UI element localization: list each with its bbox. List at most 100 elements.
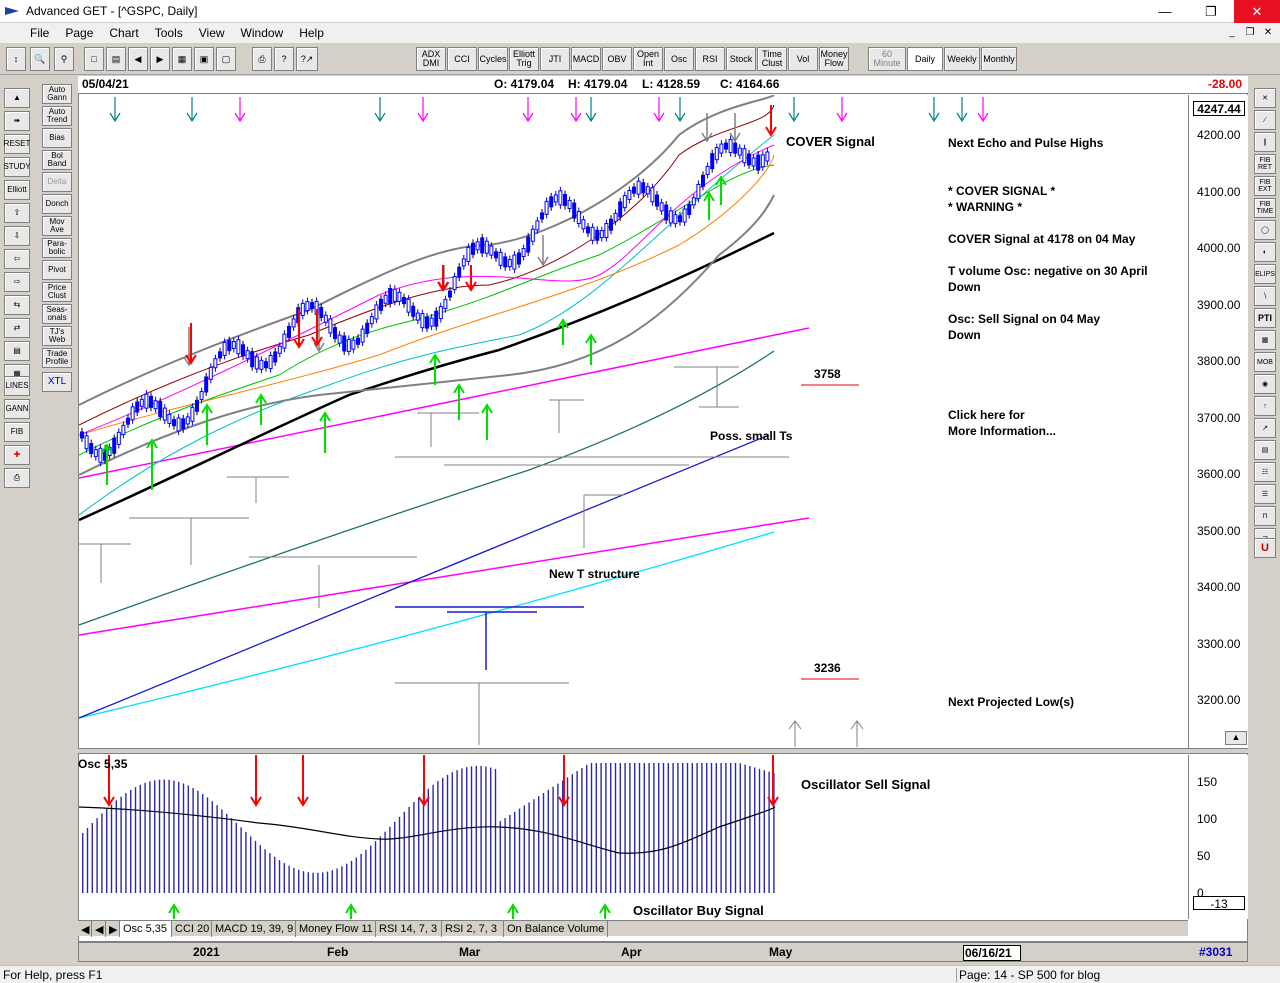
- bias-button[interactable]: Bias: [42, 128, 72, 148]
- reset-button[interactable]: RESET: [4, 134, 30, 154]
- arrow-left-icon[interactable]: ⇦: [4, 249, 30, 269]
- zoom-icon[interactable]: ⚲: [54, 47, 74, 71]
- select-tool-icon[interactable]: ▲: [4, 88, 30, 108]
- toolbar-rsi-button[interactable]: RSI: [695, 47, 725, 71]
- price-clust-button[interactable]: Price Clust: [42, 282, 72, 302]
- pane-divider[interactable]: [78, 748, 1248, 754]
- more-info-link[interactable]: Click here for More Information...: [948, 408, 1056, 438]
- toolbar-jti-button[interactable]: JTI: [540, 47, 570, 71]
- timeframe-monthly-button[interactable]: Monthly: [981, 47, 1017, 71]
- menu-tools[interactable]: Tools: [154, 26, 183, 40]
- tab-money-flow[interactable]: Money Flow 11: [296, 921, 376, 937]
- menu-file[interactable]: File: [30, 26, 50, 40]
- stack-tool-icon[interactable]: ☷: [1254, 462, 1276, 482]
- expand-icon[interactable]: ⇄: [4, 318, 30, 338]
- pivot-button[interactable]: Pivot: [42, 260, 72, 280]
- cursor-tool-icon[interactable]: ➠: [4, 111, 30, 131]
- pti-button[interactable]: PTI: [1254, 308, 1276, 328]
- open-icon[interactable]: ▤: [106, 47, 126, 71]
- menu-chart[interactable]: Chart: [109, 26, 139, 40]
- toolbar-open-int-button[interactable]: Open Int: [633, 47, 663, 71]
- xtl-button[interactable]: XTL: [42, 372, 72, 392]
- line-tool-icon[interactable]: ∕: [1254, 110, 1276, 130]
- pointer-tool-icon[interactable]: ↕: [6, 47, 26, 71]
- lines-button[interactable]: LINES: [4, 376, 30, 396]
- fib-circle-icon[interactable]: ◯: [1254, 220, 1276, 240]
- bol-band-button[interactable]: Bol Band: [42, 150, 72, 170]
- fib-time-button[interactable]: FIB TIME: [1254, 198, 1276, 218]
- tab-macd[interactable]: MACD 19, 39, 9: [212, 921, 296, 937]
- parabolic-button[interactable]: Para-bolic: [42, 238, 72, 258]
- toolbar-vol-button[interactable]: Vol: [788, 47, 818, 71]
- circle-tool-icon[interactable]: ◉: [1254, 374, 1276, 394]
- grid-icon[interactable]: ▣: [194, 47, 214, 71]
- toolbar-cycles-button[interactable]: Cycles: [478, 47, 508, 71]
- list-tool-icon[interactable]: ☰: [1254, 484, 1276, 504]
- scale-icon[interactable]: ▲: [1225, 731, 1247, 745]
- toolbar-osc-button[interactable]: Osc: [664, 47, 694, 71]
- bars-icon[interactable]: ▤: [4, 341, 30, 361]
- menu-help[interactable]: Help: [299, 26, 324, 40]
- window-icon[interactable]: ▢: [216, 47, 236, 71]
- tab-rsi-2[interactable]: RSI 2, 7, 3: [442, 921, 504, 937]
- menu-window[interactable]: Window: [240, 26, 284, 40]
- tab-osc[interactable]: Osc 5,35: [120, 921, 172, 937]
- tab-prev-icon[interactable]: ◀: [92, 921, 106, 937]
- mov-ave-button[interactable]: Mov Ave: [42, 216, 72, 236]
- mdi-minimize-button[interactable]: _: [1229, 27, 1235, 38]
- hat-tool-icon[interactable]: ⊓: [1254, 506, 1276, 526]
- donch-button[interactable]: Donch: [42, 194, 72, 214]
- forward-icon[interactable]: ▶: [150, 47, 170, 71]
- wedge-tool-icon[interactable]: ∖: [1254, 286, 1276, 306]
- menu-view[interactable]: View: [198, 26, 225, 40]
- toolbar-elliott-trig-button[interactable]: Elliott Trig: [509, 47, 539, 71]
- toolbar-stock-button[interactable]: Stock: [726, 47, 756, 71]
- tab-obv[interactable]: On Balance Volume: [504, 921, 608, 937]
- auto-trend-button[interactable]: Auto Trend: [42, 106, 72, 126]
- trade-profile-button[interactable]: Trade Profile: [42, 348, 72, 368]
- timeframe-60-minute-button[interactable]: 60 Minute: [868, 47, 906, 71]
- toolbar-obv-button[interactable]: OBV: [602, 47, 632, 71]
- tab-rsi-14[interactable]: RSI 14, 7, 3: [376, 921, 442, 937]
- close-tool-icon[interactable]: ✕: [1254, 88, 1276, 108]
- print-icon[interactable]: ⎙: [252, 47, 272, 71]
- close-button[interactable]: ✕: [1234, 0, 1280, 23]
- zoom-in-icon[interactable]: 🔍: [30, 47, 50, 71]
- arrow-down-icon[interactable]: ⇩: [4, 226, 30, 246]
- mdi-close-button[interactable]: ✕: [1263, 27, 1273, 38]
- seasonals-button[interactable]: Seas-onals: [42, 304, 72, 324]
- price-chart[interactable]: [79, 95, 1187, 748]
- channel-tool-icon[interactable]: ∥: [1254, 132, 1276, 152]
- new-icon[interactable]: □: [84, 47, 104, 71]
- back-icon[interactable]: ◀: [128, 47, 148, 71]
- magnet-icon[interactable]: U: [1254, 538, 1276, 558]
- tab-next-icon[interactable]: ▶: [106, 921, 120, 937]
- delta-button[interactable]: Delta: [42, 172, 72, 192]
- tjs-web-button[interactable]: TJ's Web: [42, 326, 72, 346]
- print-tool-icon[interactable]: ⎙: [4, 468, 30, 488]
- maximize-button[interactable]: ❐: [1205, 3, 1217, 19]
- bars-tool-icon[interactable]: ▤: [1254, 440, 1276, 460]
- timeframe-weekly-button[interactable]: Weekly: [944, 47, 980, 71]
- up-arrow-tool-icon[interactable]: ↑: [1254, 396, 1276, 416]
- arrow-right-icon[interactable]: ⇨: [4, 272, 30, 292]
- minimize-button[interactable]: —: [1158, 4, 1172, 19]
- arrow-up-icon[interactable]: ⇧: [4, 203, 30, 223]
- toolbar-cci-button[interactable]: CCI: [447, 47, 477, 71]
- timeframe-daily-button[interactable]: Daily: [907, 47, 943, 71]
- auto-gann-button[interactable]: Auto Gann: [42, 84, 72, 104]
- context-help-icon[interactable]: ?↗: [296, 47, 318, 71]
- tab-cci[interactable]: CCI 20: [172, 921, 212, 937]
- layout-icon[interactable]: ▦: [172, 47, 192, 71]
- compress-icon[interactable]: ⇆: [4, 295, 30, 315]
- ellipse-button[interactable]: ELIPS: [1254, 264, 1276, 284]
- trend-tool-icon[interactable]: ↗: [1254, 418, 1276, 438]
- crosshair-icon[interactable]: ✚: [4, 445, 30, 465]
- oscillator-chart[interactable]: [79, 755, 1187, 919]
- help-icon[interactable]: ?: [274, 47, 294, 71]
- fib-ext-button[interactable]: FIB EXT: [1254, 176, 1276, 196]
- study-button[interactable]: STUDY: [3, 157, 31, 177]
- toolbar-money-flow-button[interactable]: Money Flow: [819, 47, 849, 71]
- menu-page[interactable]: Page: [65, 26, 94, 40]
- elliott-button[interactable]: Elliott: [4, 180, 30, 200]
